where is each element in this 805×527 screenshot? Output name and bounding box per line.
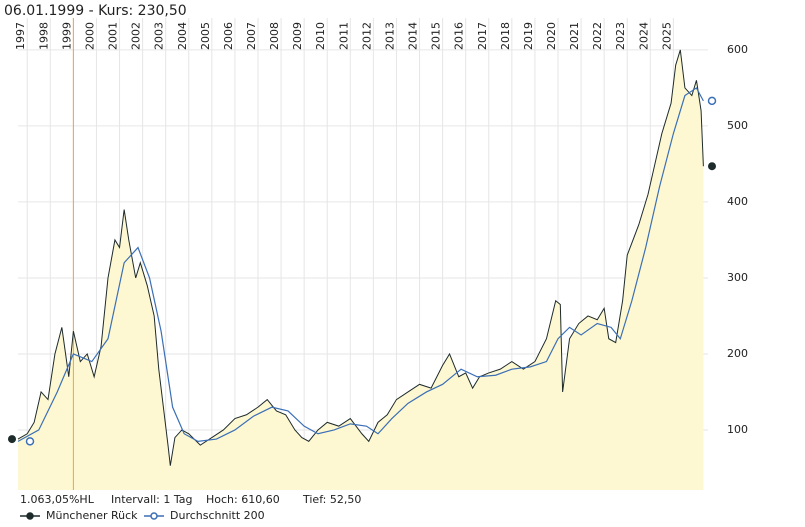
x-tick-label: 2005: [199, 22, 212, 50]
x-tick-label: 2024: [637, 22, 650, 50]
x-tick-label: 2019: [522, 22, 535, 50]
x-tick-label: 2023: [614, 22, 627, 50]
x-tick-label: 2022: [591, 22, 604, 50]
stat-label: Intervall: 1 Tag: [111, 493, 193, 506]
x-tick-label: 1999: [60, 22, 73, 50]
x-tick-label: 2001: [107, 22, 120, 50]
x-tick-label: 2025: [660, 22, 673, 50]
y-tick-label: 600: [727, 43, 748, 56]
x-tick-label: 2021: [568, 22, 581, 50]
x-tick-label: 2004: [176, 22, 189, 50]
x-tick-label: 2014: [407, 22, 420, 50]
legend-dot: [26, 512, 34, 520]
x-tick-label: 2011: [337, 22, 350, 50]
stat-label: 1.063,05%HL: [20, 493, 95, 506]
legend-dot: [150, 512, 158, 520]
x-tick-label: 2009: [291, 22, 304, 50]
x-tick-label: 2013: [383, 22, 396, 50]
x-tick-label: 2000: [83, 22, 96, 50]
x-tick-label: 2002: [130, 22, 143, 50]
x-tick-label: 2018: [499, 22, 512, 50]
legend-label: Münchener Rück: [46, 509, 138, 522]
x-tick-label: 2015: [430, 22, 443, 50]
chart-title: 06.01.1999 - Kurs: 230,50: [4, 3, 187, 19]
x-tick-label: 2017: [476, 22, 489, 50]
y-tick-label: 400: [727, 195, 748, 208]
x-tick-label: 1998: [37, 22, 50, 50]
x-tick-label: 2020: [545, 22, 558, 50]
x-tick-label: 2006: [222, 22, 235, 50]
legend-label: Durchschnitt 200: [170, 509, 265, 522]
series-line: [17, 87, 704, 442]
stat-label: Tief: 52,50: [302, 493, 361, 506]
start-dot: [25, 437, 35, 446]
area: [18, 49, 704, 491]
x-tick-label: 2012: [360, 22, 373, 50]
x-tick-label: 2007: [245, 22, 258, 50]
end-dot: [708, 162, 716, 171]
x-tick-label: 2003: [153, 22, 166, 50]
y-tick-label: 500: [727, 119, 748, 132]
y-tick-label: 100: [727, 423, 748, 436]
stat-label: Hoch: 610,60: [206, 493, 280, 506]
end-dot: [707, 96, 717, 106]
start-dot: [8, 435, 16, 444]
y-tick-label: 200: [727, 347, 748, 360]
series-line: [17, 49, 704, 466]
x-tick-label: 1997: [14, 22, 27, 50]
y-tick-label: 300: [727, 271, 748, 284]
x-tick-label: 2008: [268, 22, 281, 50]
x-tick-label: 2010: [314, 22, 327, 50]
x-tick-label: 2016: [453, 22, 466, 50]
